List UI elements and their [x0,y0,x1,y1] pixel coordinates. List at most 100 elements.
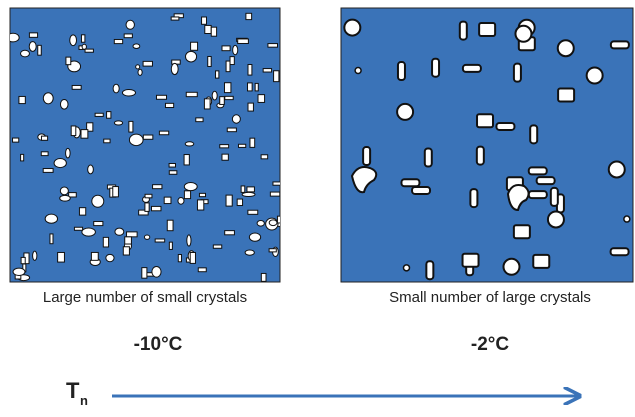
crystal [477,114,493,127]
crystal [247,187,254,192]
crystal [530,125,537,143]
crystal [514,64,521,82]
crystal [115,228,124,235]
crystal [153,185,162,189]
crystal [43,93,53,104]
crystal [548,211,564,227]
crystal [241,186,245,192]
crystal [426,261,433,279]
crystal [238,144,245,147]
temperature: -10°C [134,334,183,355]
crystal [81,35,84,42]
crystal [13,138,19,142]
crystal [190,252,195,263]
crystal [60,187,68,195]
crystal [129,121,133,132]
crystal [248,103,253,111]
crystal [238,39,249,44]
crystal [186,51,197,62]
crystal [196,118,203,122]
crystal [248,83,253,91]
crystal [38,45,41,55]
crystal [165,103,173,107]
crystal [237,199,242,205]
crystal [113,84,119,93]
crystal [211,27,216,36]
crystal [21,154,24,161]
crystal [274,71,279,82]
figure: Large number of small crystals Small num… [0,0,635,412]
crystal [425,148,432,166]
crystal [92,195,104,207]
crystal [29,42,36,52]
crystal [21,50,30,57]
crystal [50,234,53,244]
crystal [169,164,175,168]
crystal [178,255,181,262]
crystal [258,95,265,103]
crystal [104,139,110,143]
crystal [397,104,413,120]
crystal [114,39,122,43]
crystal [113,187,119,197]
crystal [212,91,217,100]
crystal [246,13,252,19]
crystal [268,44,278,48]
crystal [558,89,574,102]
crystal [143,135,152,139]
crystal [401,179,419,186]
crystal [477,147,484,165]
crystal [145,194,152,198]
crystal [85,49,93,52]
crystal [91,252,98,260]
crystal [257,220,264,226]
crystal [503,259,519,275]
crystal [74,227,82,230]
crystal [398,62,405,80]
crystal [184,155,189,165]
crystal [496,123,514,130]
crystal [199,193,205,196]
crystal [41,136,47,140]
crystal [72,85,81,89]
crystal [587,67,603,83]
crystal [261,155,268,159]
crystal [515,26,531,42]
crystal [220,145,229,148]
caption: Small number of large crystals [389,289,591,306]
crystal [220,97,225,105]
crystal [611,248,629,255]
axis-subscript: n [80,393,88,408]
crystal [156,95,166,99]
crystal [248,210,258,214]
crystal [225,231,235,235]
crystal [60,195,71,201]
crystal [537,177,555,184]
crystal [143,61,152,66]
crystal [213,245,221,248]
crystal [29,33,37,37]
crystal [70,35,77,46]
crystal [363,147,370,165]
crystal [45,214,57,223]
crystal [66,57,71,65]
crystal [186,92,197,96]
crystal [609,161,625,177]
crystal [171,63,178,74]
crystal [227,128,236,132]
crystal [261,273,266,281]
crystal [277,216,281,223]
crystal [225,96,233,99]
crystal [255,83,258,90]
crystal [41,152,48,156]
crystal [171,17,179,20]
crystal [159,131,168,135]
crystal [19,96,25,103]
crystal [230,57,234,65]
crystal [82,44,86,49]
crystal [226,61,230,72]
crystal [185,142,194,146]
axis-symbol: T [66,378,80,403]
crystal [164,197,171,203]
crystal [94,221,103,225]
